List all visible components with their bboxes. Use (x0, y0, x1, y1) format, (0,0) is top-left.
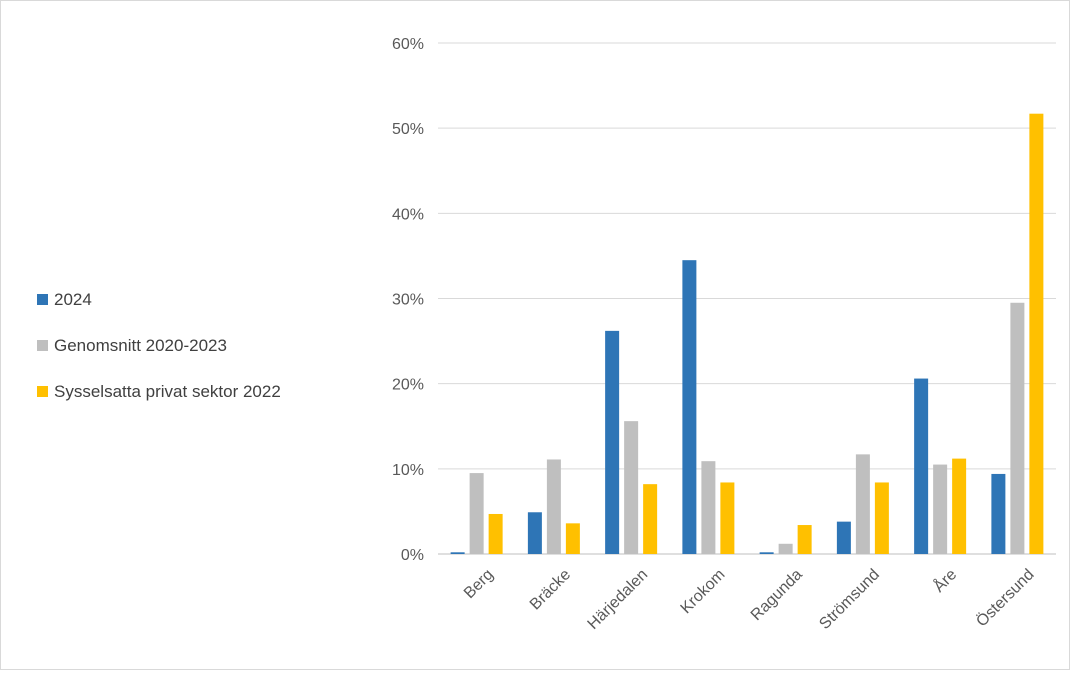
bar (933, 464, 948, 554)
legend-label-sysselsatta: Sysselsatta privat sektor 2022 (54, 381, 281, 401)
bar (991, 473, 1006, 554)
legend-swatch-sysselsatta (37, 386, 48, 397)
bar (643, 484, 658, 554)
bar (836, 521, 851, 554)
legend-swatch-2024 (37, 294, 48, 305)
bars (450, 113, 1044, 554)
bar (527, 512, 542, 554)
x-tick-label: Krokom (678, 566, 729, 617)
bar (565, 523, 580, 554)
legend-label-2024: 2024 (54, 289, 92, 309)
y-tick-label: 60% (392, 36, 424, 53)
y-tick-label: 10% (392, 462, 424, 479)
legend: 2024 Genomsnitt 2020-2023 Sysselsatta pr… (37, 287, 281, 425)
bar (914, 378, 929, 554)
y-axis-tick-labels: 0% 10% 20% 30% 40% 50% 60% (392, 36, 424, 564)
x-tick-label: Åre (929, 565, 960, 596)
y-tick-label: 0% (401, 547, 424, 564)
bar (1029, 113, 1044, 554)
x-tick-label: Strömsund (816, 566, 883, 633)
bar (1010, 302, 1025, 554)
y-tick-label: 20% (392, 377, 424, 394)
y-tick-label: 40% (392, 206, 424, 223)
x-tick-label: Bräcke (527, 566, 574, 613)
bar (624, 421, 639, 554)
x-tick-label: Ragunda (748, 566, 806, 624)
x-axis-tick-labels: Berg Bräcke Härjedalen Krokom Ragunda Strömsu… (461, 565, 1038, 633)
gridlines (438, 42, 1056, 555)
bar (797, 525, 812, 554)
bar (469, 473, 484, 554)
bar (450, 552, 465, 554)
bar (546, 459, 561, 554)
bar (605, 330, 620, 554)
bar (874, 482, 889, 554)
legend-item-genomsnitt: Genomsnitt 2020-2023 (37, 333, 281, 358)
bar (682, 260, 697, 554)
x-tick-label: Härjedalen (585, 566, 652, 633)
bar (701, 461, 716, 554)
bar (488, 513, 503, 554)
y-tick-label: 30% (392, 292, 424, 309)
bar (952, 458, 967, 554)
bar (855, 454, 870, 554)
x-tick-label: Berg (461, 566, 497, 602)
legend-label-genomsnitt: Genomsnitt 2020-2023 (54, 335, 227, 355)
y-tick-label: 50% (392, 121, 424, 138)
legend-item-sysselsatta: Sysselsatta privat sektor 2022 (37, 379, 281, 404)
legend-item-2024: 2024 (37, 287, 281, 312)
bar (720, 482, 735, 554)
bar (778, 543, 793, 554)
x-tick-label: Östersund (973, 565, 1038, 630)
bar (759, 552, 774, 554)
legend-swatch-genomsnitt (37, 340, 48, 351)
